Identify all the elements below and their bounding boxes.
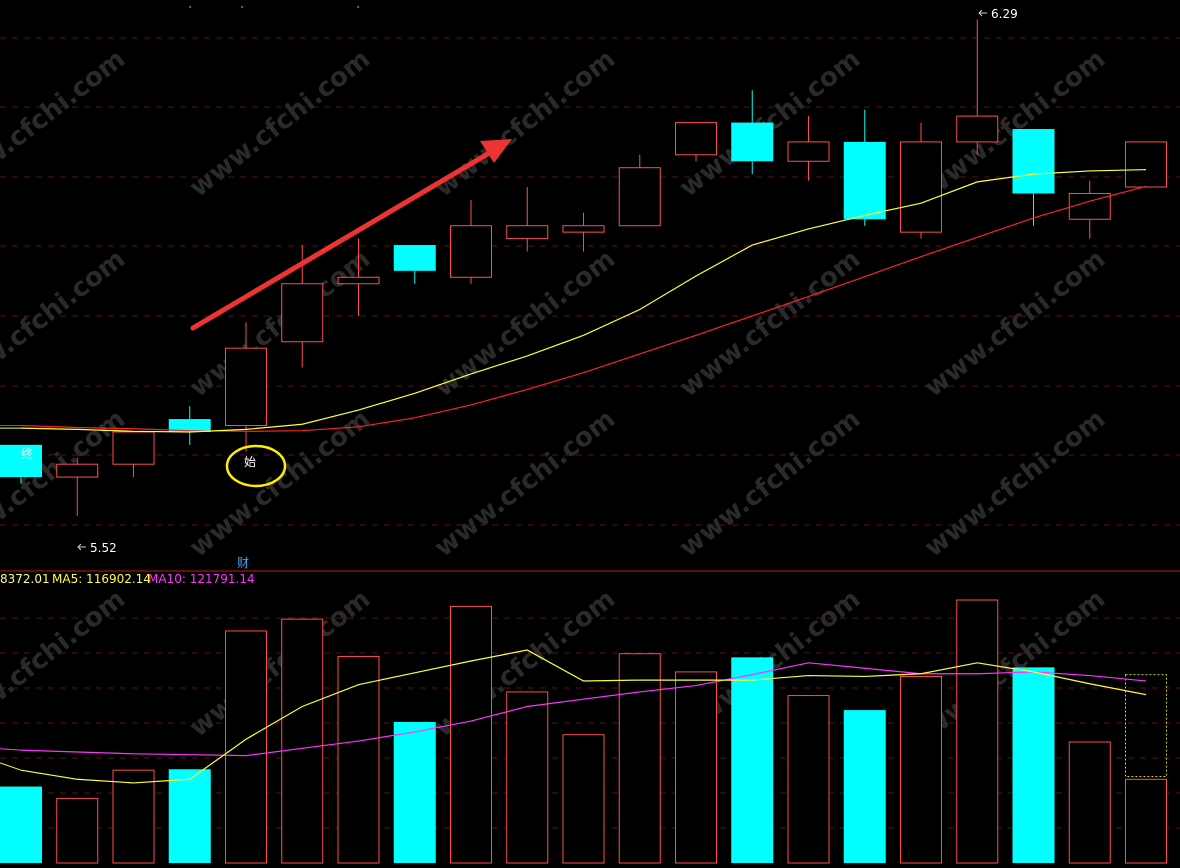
candle-body: [1012, 129, 1055, 194]
volume-bars: [0, 599, 1167, 864]
volume-bar: [562, 734, 605, 864]
watermark-text: www.cfchi.com: [0, 584, 131, 743]
candle-body: [843, 141, 886, 220]
watermarks: www.cfchi.com www.cfchi.com www.cfchi.com w…: [0, 44, 1111, 743]
candle-body: [450, 225, 492, 278]
vol-ma5-lead: [0, 762, 22, 771]
candle-body: [956, 115, 999, 143]
volume-bar: [506, 691, 549, 864]
watermark-text: www.cfchi.com: [919, 404, 1111, 563]
watermark-text: www.cfchi.com: [919, 244, 1111, 403]
volume-bar: [956, 599, 999, 864]
watermark-text: www.cfchi.com: [0, 44, 131, 203]
candle-body: [900, 141, 942, 233]
candle-body: [787, 141, 830, 162]
low-label-text: 5.52: [90, 541, 117, 555]
watermark-text: www.cfchi.com: [674, 404, 866, 563]
watermark-text: www.cfchi.com: [429, 404, 621, 563]
volume-bar: [281, 618, 324, 864]
end-mark: 终: [21, 446, 33, 461]
volume-bar: [618, 653, 661, 864]
watermark-text: www.cfchi.com: [184, 44, 376, 203]
candle-body: [675, 122, 717, 156]
volume-bar: [1068, 741, 1111, 864]
trend-arrow: [190, 139, 512, 331]
vol-ma10-lead: [0, 748, 22, 751]
volume-bar: [0, 786, 42, 863]
start-mark: 始: [244, 455, 256, 469]
top-marker-dot: [189, 6, 191, 8]
volume-bar: [112, 769, 155, 864]
volume-ma-lines: [0, 649, 1147, 784]
watermark-text: www.cfchi.com: [429, 44, 621, 203]
start-circle: [225, 444, 287, 488]
volume-legend-head: 8372.01: [0, 572, 50, 586]
candle-body: [112, 431, 155, 465]
candle-body: [393, 245, 436, 271]
volume-bar: [393, 721, 436, 863]
volume-bar: [1125, 778, 1167, 864]
candle-body: [281, 283, 324, 343]
fin-mark: 财: [237, 556, 249, 570]
volume-bar: [731, 657, 774, 863]
volume-bar: [56, 797, 99, 864]
volume-bar: [225, 630, 267, 864]
candle-body: [168, 419, 211, 432]
volume-bar: [337, 655, 380, 864]
volume-bar: [450, 605, 492, 864]
vol-ma10-line: [20, 662, 1147, 757]
candle-body: [731, 122, 774, 162]
top-marker-dot: [241, 6, 243, 8]
volume-bar: [787, 695, 830, 864]
candle-body: [337, 276, 380, 285]
volume-bar: [168, 769, 211, 863]
volume-bar: [900, 675, 942, 864]
candle-body: [506, 225, 549, 240]
volume-bar: [843, 710, 886, 863]
volume-bar: [1012, 667, 1055, 863]
candle-body: [1125, 141, 1167, 188]
volume-partial-outline: [1125, 674, 1167, 778]
vol-ma5-line: [20, 649, 1147, 784]
volume-legend-ma5: MA5: 116902.14: [52, 572, 151, 586]
high-label-text: 6.29: [991, 7, 1018, 21]
candle-body: [618, 167, 661, 227]
volume-legend-ma10: MA10: 121791.14: [148, 572, 255, 586]
candle-body: [225, 347, 267, 427]
ma-short-line: [20, 169, 1147, 433]
watermark-text: www.cfchi.com: [184, 244, 376, 403]
watermark-text: www.cfchi.com: [674, 244, 866, 403]
high-label: 6.29: [978, 7, 1018, 21]
watermark-text: www.cfchi.com: [0, 244, 131, 403]
candle-body: [562, 225, 605, 233]
volume-bar: [675, 671, 717, 864]
price-ma-lines: [0, 169, 1147, 433]
top-marker-dot: [357, 6, 359, 8]
low-label: 5.52: [77, 541, 117, 555]
candle-body: [0, 444, 42, 478]
candle-body: [56, 463, 99, 478]
